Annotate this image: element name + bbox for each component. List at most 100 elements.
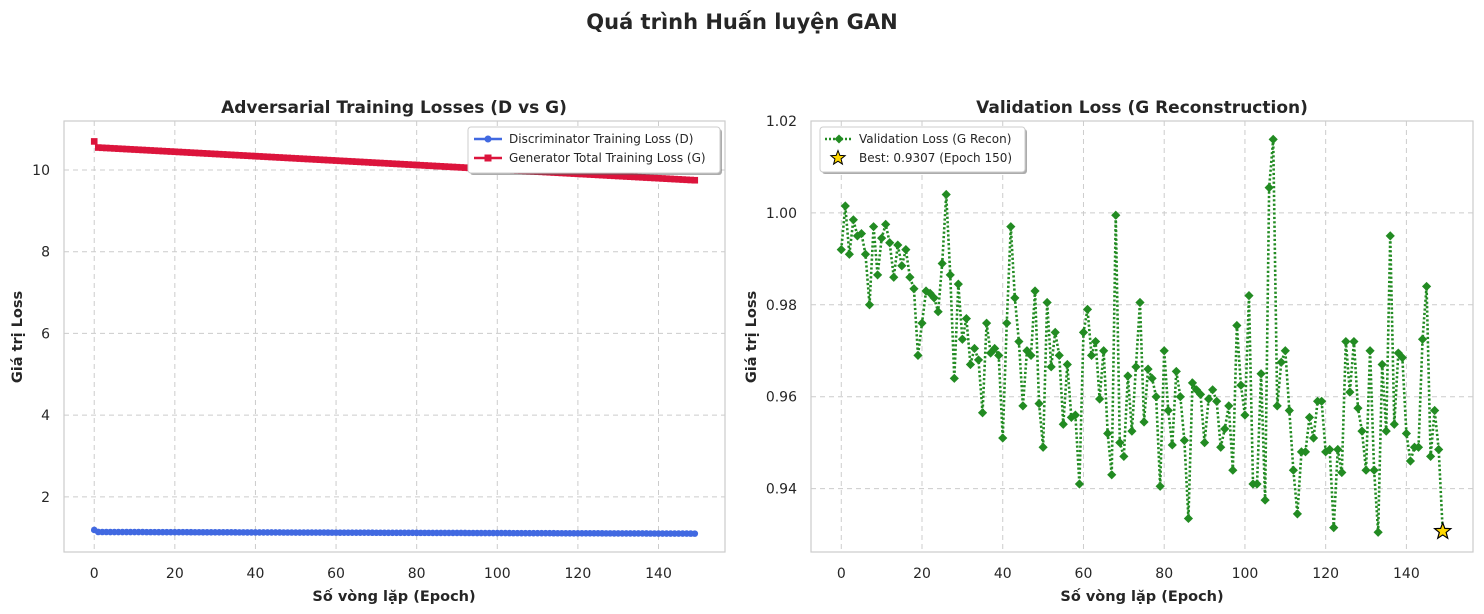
generator-loss-point [679, 176, 686, 183]
x-tick-label: 0 [90, 566, 99, 582]
legend-val-label: Validation Loss (G Recon) [859, 132, 1011, 146]
legend-box [467, 126, 721, 174]
validation-loss-point [953, 279, 963, 289]
generator-loss-point [691, 176, 699, 184]
generator-loss-point [215, 150, 223, 158]
legend-best-star-icon [829, 149, 847, 166]
validation-loss-point [1038, 442, 1048, 452]
generator-loss-point [320, 156, 328, 164]
best-epoch-star-icon [1433, 521, 1453, 540]
generator-loss-point [111, 145, 118, 152]
validation-loss-point [1208, 385, 1218, 395]
generator-loss-point [401, 161, 408, 168]
x-tick-label: 40 [247, 566, 265, 582]
generator-loss-point [276, 154, 283, 161]
generator-loss-point [107, 144, 114, 152]
y-tick-label: 0.94 [766, 482, 797, 498]
generator-loss-point [344, 157, 352, 165]
validation-loss-point [957, 334, 967, 344]
generator-loss-point [667, 175, 674, 183]
validation-loss-point [1216, 442, 1226, 452]
validation-loss-point [1401, 428, 1411, 439]
validation-loss-ylabel: Giá trị Loss [744, 291, 760, 383]
validation-loss-point [1337, 467, 1347, 478]
validation-loss-point [1090, 336, 1101, 347]
validation-loss-point [1135, 297, 1145, 308]
validation-loss-point [1240, 410, 1250, 420]
validation-loss-point [1131, 362, 1141, 372]
validation-loss-point [1284, 405, 1294, 416]
validation-loss-point [1244, 291, 1254, 301]
legend-val-marker [834, 134, 844, 144]
generator-loss-point [252, 152, 259, 160]
validation-loss-point [1385, 231, 1395, 241]
validation-loss-point [885, 238, 895, 248]
x-tick-label: 120 [1312, 566, 1339, 582]
validation-loss-point [1369, 465, 1379, 475]
validation-loss-point [1179, 435, 1189, 445]
validation-loss-point [1325, 444, 1335, 455]
generator-loss-point [211, 150, 219, 158]
x-tick-label: 100 [1232, 566, 1259, 582]
generator-loss-point [135, 146, 142, 154]
legend-g-label: Generator Total Training Loss (G) [509, 151, 706, 165]
x-tick-label: 80 [408, 566, 426, 582]
generator-loss-point [316, 156, 324, 164]
generator-loss-point [598, 171, 606, 179]
validation-loss-point [881, 219, 891, 229]
training-losses-axes-frame [63, 120, 726, 553]
training-losses-xlabel: Số vòng lặp (Epoch) [312, 588, 475, 605]
generator-loss-point [264, 153, 271, 161]
training-losses-panel: Adversarial Training Losses (D vs G) 0 20… [10, 98, 726, 605]
validation-loss-point [1264, 183, 1274, 193]
validation-loss-ticks: 0 20 40 60 80 100 120 140 0.94 0.96 0.98 1.00 1.02 [766, 114, 1420, 582]
validation-loss-point [1191, 385, 1202, 395]
validation-loss-point [1155, 481, 1165, 491]
generator-loss-point [639, 174, 646, 181]
x-tick-label: 0 [837, 566, 846, 582]
generator-loss-point [626, 173, 634, 181]
validation-loss-point [1018, 401, 1028, 411]
validation-loss-point [937, 258, 947, 269]
validation-loss-point [1212, 396, 1222, 406]
validation-loss-point [1288, 465, 1298, 475]
validation-loss-point [1345, 387, 1355, 397]
validation-loss-point [1280, 346, 1290, 356]
validation-loss-point [921, 286, 931, 296]
validation-loss-point [1426, 451, 1436, 462]
validation-loss-point [1054, 350, 1064, 360]
validation-loss-point [1123, 371, 1133, 381]
generator-loss-point [244, 152, 251, 160]
generator-loss-point [167, 148, 175, 155]
validation-loss-point [1417, 334, 1428, 344]
validation-loss-point [889, 272, 899, 282]
generator-loss-point [348, 158, 356, 165]
generator-loss-point [203, 150, 211, 157]
y-tick-label: 2 [41, 490, 50, 506]
generator-loss-point [324, 156, 332, 164]
generator-loss-point [227, 151, 235, 159]
validation-loss-point [1228, 465, 1238, 475]
validation-loss-point [1220, 424, 1230, 434]
validation-loss-point [1199, 438, 1210, 448]
validation-loss-point [1014, 336, 1024, 347]
validation-loss-point [905, 272, 915, 282]
generator-loss-point [127, 146, 134, 153]
validation-loss-point [1317, 396, 1327, 406]
validation-loss-point [1167, 440, 1177, 450]
validation-loss-point [1357, 426, 1367, 436]
generator-loss-point [393, 160, 400, 168]
validation-loss-point [1421, 281, 1432, 292]
validation-loss-point [929, 293, 939, 303]
generator-loss-point [671, 175, 678, 183]
x-tick-label: 20 [913, 566, 931, 582]
generator-loss-point [223, 151, 231, 158]
generator-loss-point [425, 162, 433, 169]
validation-loss-grid [811, 120, 1473, 552]
validation-loss-point [852, 231, 863, 241]
generator-loss-point [268, 153, 275, 161]
validation-loss-point [1042, 297, 1052, 308]
generator-loss-point [437, 163, 445, 170]
validation-loss-point [981, 318, 992, 328]
generator-loss-point [179, 148, 187, 156]
